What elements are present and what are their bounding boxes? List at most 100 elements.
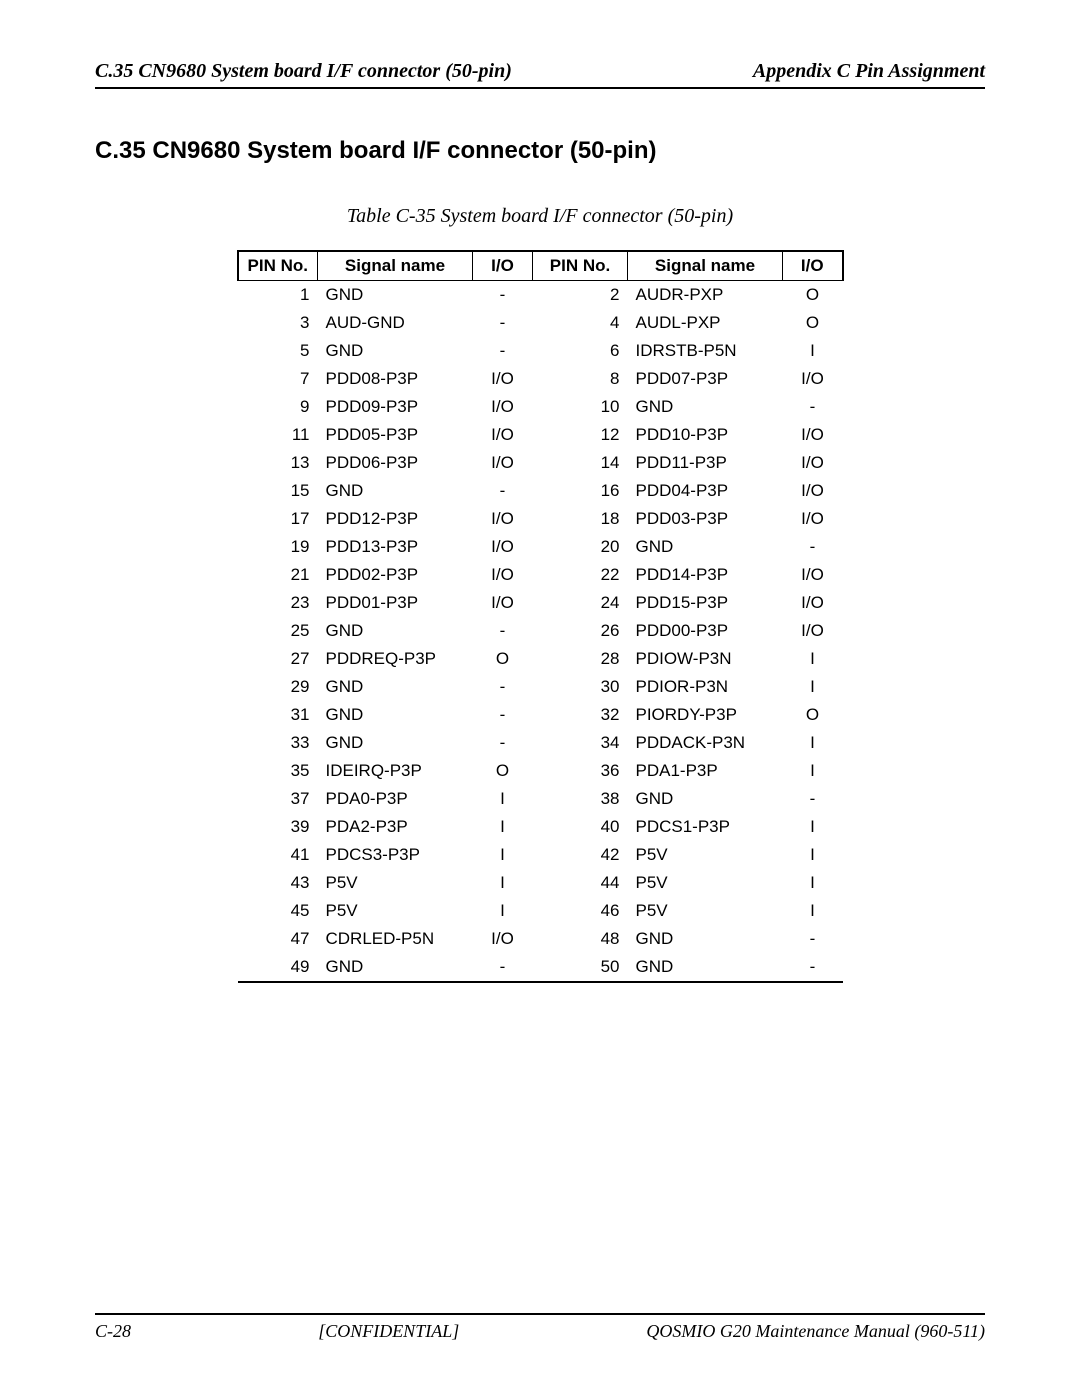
- table-cell: 24: [533, 589, 628, 617]
- table-header: PIN No. Signal name I/O PIN No. Signal n…: [238, 251, 843, 281]
- table-row: 17PDD12-P3PI/O18PDD03-P3PI/O: [238, 505, 843, 533]
- table-row: 25GND-26PDD00-P3PI/O: [238, 617, 843, 645]
- table-cell: 40: [533, 813, 628, 841]
- table-cell: 17: [238, 505, 318, 533]
- table-cell: PDD02-P3P: [318, 561, 473, 589]
- table-row: 15GND-16PDD04-P3PI/O: [238, 477, 843, 505]
- table-cell: 23: [238, 589, 318, 617]
- table-cell: I/O: [473, 561, 533, 589]
- table-cell: 22: [533, 561, 628, 589]
- table-cell: 4: [533, 309, 628, 337]
- table-cell: 45: [238, 897, 318, 925]
- table-cell: PDD13-P3P: [318, 533, 473, 561]
- table-cell: 3: [238, 309, 318, 337]
- table-cell: I/O: [473, 533, 533, 561]
- table-cell: -: [783, 925, 843, 953]
- table-cell: 32: [533, 701, 628, 729]
- table-cell: I/O: [783, 561, 843, 589]
- table-cell: P5V: [318, 869, 473, 897]
- table-cell: GND: [628, 785, 783, 813]
- table-cell: 29: [238, 673, 318, 701]
- table-cell: 44: [533, 869, 628, 897]
- table-cell: GND: [628, 393, 783, 421]
- table-cell: 16: [533, 477, 628, 505]
- table-cell: 33: [238, 729, 318, 757]
- table-row: 39PDA2-P3PI40PDCS1-P3PI: [238, 813, 843, 841]
- table-cell: PDD10-P3P: [628, 421, 783, 449]
- table-cell: 6: [533, 337, 628, 365]
- table-cell: I: [783, 729, 843, 757]
- table-cell: I: [783, 813, 843, 841]
- table-row: 49GND-50GND-: [238, 953, 843, 982]
- table-row: 21PDD02-P3PI/O22PDD14-P3PI/O: [238, 561, 843, 589]
- table-cell: -: [473, 701, 533, 729]
- pin-assignment-table: PIN No. Signal name I/O PIN No. Signal n…: [237, 250, 844, 983]
- table-cell: -: [473, 281, 533, 310]
- table-cell: I/O: [783, 449, 843, 477]
- table-cell: 26: [533, 617, 628, 645]
- table-cell: 47: [238, 925, 318, 953]
- table-body: 1GND-2AUDR-PXPO3AUD-GND-4AUDL-PXPO5GND-6…: [238, 281, 843, 983]
- footer-confidential: [CONFIDENTIAL]: [318, 1321, 459, 1342]
- table-cell: 20: [533, 533, 628, 561]
- table-cell: I: [783, 841, 843, 869]
- table-cell: GND: [318, 617, 473, 645]
- table-cell: 2: [533, 281, 628, 310]
- table-cell: 48: [533, 925, 628, 953]
- table-cell: PDDACK-P3N: [628, 729, 783, 757]
- table-cell: GND: [318, 281, 473, 310]
- table-cell: O: [783, 309, 843, 337]
- table-cell: 19: [238, 533, 318, 561]
- table-cell: I: [783, 673, 843, 701]
- table-cell: GND: [628, 925, 783, 953]
- table-cell: 5: [238, 337, 318, 365]
- table-cell: O: [473, 757, 533, 785]
- table-cell: I/O: [473, 365, 533, 393]
- table-cell: PDCS1-P3P: [628, 813, 783, 841]
- table-cell: 36: [533, 757, 628, 785]
- table-cell: PDD00-P3P: [628, 617, 783, 645]
- table-cell: 1: [238, 281, 318, 310]
- table-cell: PDD03-P3P: [628, 505, 783, 533]
- table-cell: P5V: [628, 841, 783, 869]
- table-cell: I/O: [473, 393, 533, 421]
- table-cell: PDA1-P3P: [628, 757, 783, 785]
- table-row: 11PDD05-P3PI/O12PDD10-P3PI/O: [238, 421, 843, 449]
- table-cell: O: [783, 281, 843, 310]
- table-cell: IDEIRQ-P3P: [318, 757, 473, 785]
- table-cell: GND: [318, 701, 473, 729]
- table-cell: I/O: [783, 589, 843, 617]
- table-cell: P5V: [628, 869, 783, 897]
- section-title: C.35 CN9680 System board I/F connector (…: [95, 137, 985, 165]
- table-cell: 11: [238, 421, 318, 449]
- table-cell: 35: [238, 757, 318, 785]
- table-cell: I: [473, 897, 533, 925]
- table-row: 33GND-34PDDACK-P3NI: [238, 729, 843, 757]
- table-cell: -: [473, 337, 533, 365]
- table-cell: -: [473, 729, 533, 757]
- col-header-io-left: I/O: [473, 251, 533, 281]
- table-cell: 41: [238, 841, 318, 869]
- table-cell: I/O: [783, 365, 843, 393]
- table-cell: 37: [238, 785, 318, 813]
- table-cell: O: [783, 701, 843, 729]
- table-row: 41PDCS3-P3PI42P5VI: [238, 841, 843, 869]
- footer-page-number: C-28: [95, 1321, 131, 1342]
- table-cell: 13: [238, 449, 318, 477]
- table-cell: I/O: [783, 505, 843, 533]
- table-cell: I/O: [473, 589, 533, 617]
- table-cell: -: [783, 953, 843, 982]
- table-row: 7PDD08-P3PI/O8PDD07-P3PI/O: [238, 365, 843, 393]
- table-cell: PDD04-P3P: [628, 477, 783, 505]
- table-cell: 50: [533, 953, 628, 982]
- table-row: 47CDRLED-P5NI/O48GND-: [238, 925, 843, 953]
- table-cell: I: [783, 645, 843, 673]
- table-cell: 12: [533, 421, 628, 449]
- table-cell: I: [473, 869, 533, 897]
- table-cell: I: [783, 897, 843, 925]
- table-row: 3AUD-GND-4AUDL-PXPO: [238, 309, 843, 337]
- table-cell: O: [473, 645, 533, 673]
- table-cell: 31: [238, 701, 318, 729]
- table-cell: 30: [533, 673, 628, 701]
- table-row: 37PDA0-P3PI38GND-: [238, 785, 843, 813]
